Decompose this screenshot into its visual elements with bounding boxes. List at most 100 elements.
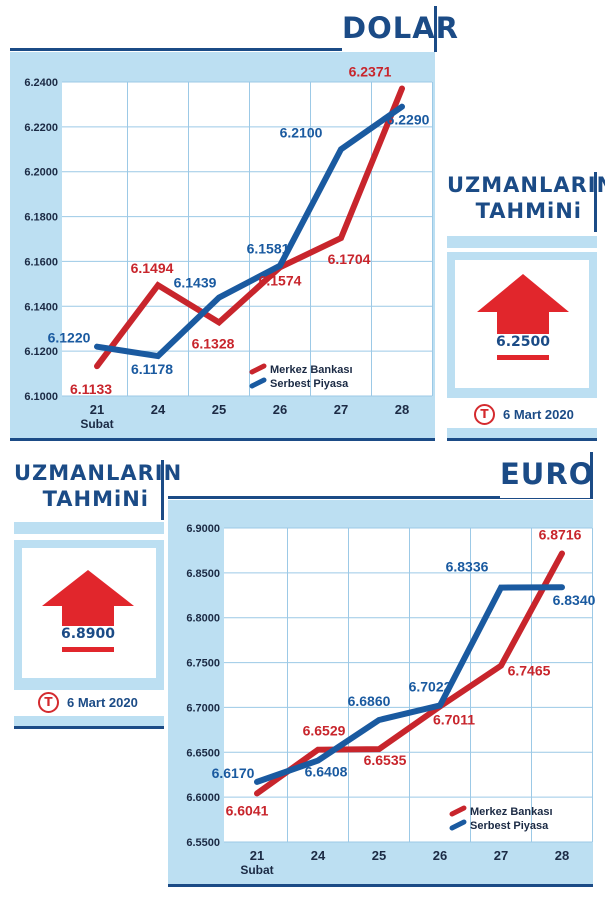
euro-series-line-serbest-piyasa: [254, 584, 565, 785]
dolar-data-label: 6.2371: [349, 64, 392, 80]
dolar-data-label: 6.1133: [70, 381, 112, 397]
dolar-title: DOLAR: [342, 6, 458, 52]
euro-y-tick-label: 6.8000: [186, 613, 220, 625]
euro-forecast-title-line1: UZMANLARIN: [14, 461, 183, 485]
dolar-series-line-serbest-piyasa: [94, 103, 405, 360]
dolar-forecast-date-stamp: T 6 Mart 2020: [474, 404, 574, 425]
euro-data-label: 6.7022: [409, 678, 452, 694]
euro-series-line-merkez-bankasi: [254, 550, 565, 797]
dolar-legend-swatch: [249, 377, 267, 389]
euro-data-label: 6.7011: [433, 711, 475, 727]
euro-data-label: 6.6535: [364, 752, 407, 768]
newspaper-logo-icon: T: [474, 404, 495, 425]
euro-data-label: 6.6529: [303, 723, 346, 739]
dolar-forecast-date: 6 Mart 2020: [503, 407, 574, 422]
euro-forecast-footer-line: [14, 726, 164, 729]
dolar-x-tick-label: 21: [90, 402, 104, 417]
dolar-forecast-inner: 6.2500: [455, 260, 589, 388]
dolar-x-sublabel: Şubat: [80, 417, 113, 431]
dolar-plot-area: [62, 82, 432, 396]
dolar-data-label: 6.1439: [174, 275, 217, 291]
euro-x-tick-label: 27: [494, 848, 508, 863]
dolar-x-tick-label: 24: [151, 402, 166, 417]
arrow-up-icon: [477, 274, 569, 334]
euro-footer-line: [168, 884, 593, 887]
euro-y-tick-label: 6.7500: [186, 658, 220, 670]
dolar-legend-label: Serbest Piyasa: [270, 378, 349, 390]
dolar-data-label: 6.2100: [280, 124, 323, 140]
dolar-data-label: 6.1178: [131, 361, 173, 377]
dolar-line-chart: 6.2400 6.2200 6.2000 6.1800 6.1600 6.1400 6.12…: [10, 64, 435, 431]
dolar-y-tick-label: 6.2000: [24, 167, 58, 179]
euro-forecast-date: 6 Mart 2020: [67, 695, 138, 710]
dolar-x-tick-label: 27: [334, 402, 348, 417]
euro-legend-swatch: [449, 819, 467, 831]
euro-y-tick-label: 6.9000: [186, 523, 220, 535]
euro-legend-label: Serbest Piyasa: [470, 820, 549, 832]
dolar-forecast-footer-line: [447, 438, 597, 441]
dolar-forecast-footer-band: [447, 428, 597, 438]
newspaper-logo-icon: T: [38, 692, 59, 713]
euro-data-label: 6.6860: [348, 693, 391, 709]
euro-data-label: 6.6170: [212, 765, 255, 781]
euro-data-label: 6.6408: [305, 764, 348, 780]
dolar-forecast-title-line2: TAHMiNi: [475, 199, 582, 223]
dolar-forecast-title-line1: UZMANLARIN: [447, 173, 605, 197]
euro-plot-area: [224, 528, 592, 842]
euro-x-tick-label: 24: [311, 848, 326, 863]
dolar-header-line: [10, 48, 435, 51]
euro-legend-swatch: [449, 805, 467, 817]
euro-y-tick-label: 6.7000: [186, 702, 220, 714]
dolar-data-label: 6.1581: [247, 241, 290, 257]
euro-forecast-box: 6.8900: [14, 540, 164, 690]
euro-forecast-date-stamp: T 6 Mart 2020: [38, 692, 138, 713]
euro-x-tick-label: 21: [250, 848, 264, 863]
euro-x-tick-label: 26: [433, 848, 447, 863]
dolar-data-label: 6.1704: [328, 251, 371, 267]
euro-header-band: [168, 500, 593, 514]
euro-forecast-title-line2: TAHMiNi: [42, 487, 149, 511]
dolar-footer-band: [10, 428, 435, 438]
euro-forecast-inner: 6.8900: [22, 548, 156, 678]
dolar-legend-label: Merkez Bankası: [270, 364, 353, 376]
dolar-y-tick-label: 6.1000: [24, 391, 58, 403]
euro-forecast-value: 6.8900: [60, 626, 116, 642]
dolar-y-tick-label: 6.1400: [24, 301, 58, 313]
euro-data-label: 6.8716: [539, 526, 582, 542]
euro-forecast-footer-band: [14, 716, 164, 726]
euro-data-label: 6.8340: [553, 592, 596, 608]
euro-y-tick-label: 6.6500: [186, 747, 220, 759]
dolar-data-label: 6.1574: [259, 272, 302, 288]
dolar-y-tick-label: 6.1600: [24, 256, 58, 268]
euro-forecast-title-band: [14, 522, 164, 534]
dolar-forecast-title-band: [447, 236, 597, 248]
euro-forecast-title: UZMANLARIN TAHMiNi: [14, 460, 183, 520]
euro-data-label: 6.8336: [446, 559, 489, 575]
euro-y-tick-label: 6.8500: [186, 568, 220, 580]
euro-x-sublabel: Şubat: [240, 863, 273, 877]
euro-x-tick-label: 28: [555, 848, 569, 863]
euro-x-tick-label: 25: [372, 848, 386, 863]
dolar-forecast-underline: [497, 355, 549, 360]
dolar-series-line-merkez-bankasi: [94, 85, 405, 370]
dolar-data-label: 6.2290: [387, 112, 430, 128]
euro-title: EURO: [500, 452, 593, 498]
euro-line-chart: 6.9000 6.8500 6.8000 6.7500 6.7000 6.6500 6.60…: [168, 514, 596, 877]
dolar-legend-swatch: [249, 363, 267, 375]
dolar-y-tick-label: 6.1200: [24, 346, 58, 358]
euro-forecast-underline: [62, 647, 114, 652]
arrow-up-icon: [42, 570, 134, 626]
euro-header-line: [168, 496, 593, 499]
euro-legend-label: Merkez Bankası: [470, 806, 553, 818]
euro-data-label: 6.6041: [226, 802, 269, 818]
dolar-y-tick-label: 6.1800: [24, 212, 58, 224]
dolar-forecast-title: UZMANLARIN TAHMiNi: [447, 172, 605, 232]
euro-y-tick-label: 6.5500: [186, 837, 220, 849]
dolar-data-label: 6.1494: [131, 260, 174, 276]
euro-footer-band: [168, 874, 593, 884]
dolar-y-tick-label: 6.2400: [24, 77, 58, 89]
dolar-data-label: 6.1328: [192, 335, 235, 351]
dolar-forecast-box: 6.2500: [447, 252, 597, 398]
euro-y-tick-label: 6.6000: [186, 792, 220, 804]
dolar-header-band: [10, 52, 435, 66]
